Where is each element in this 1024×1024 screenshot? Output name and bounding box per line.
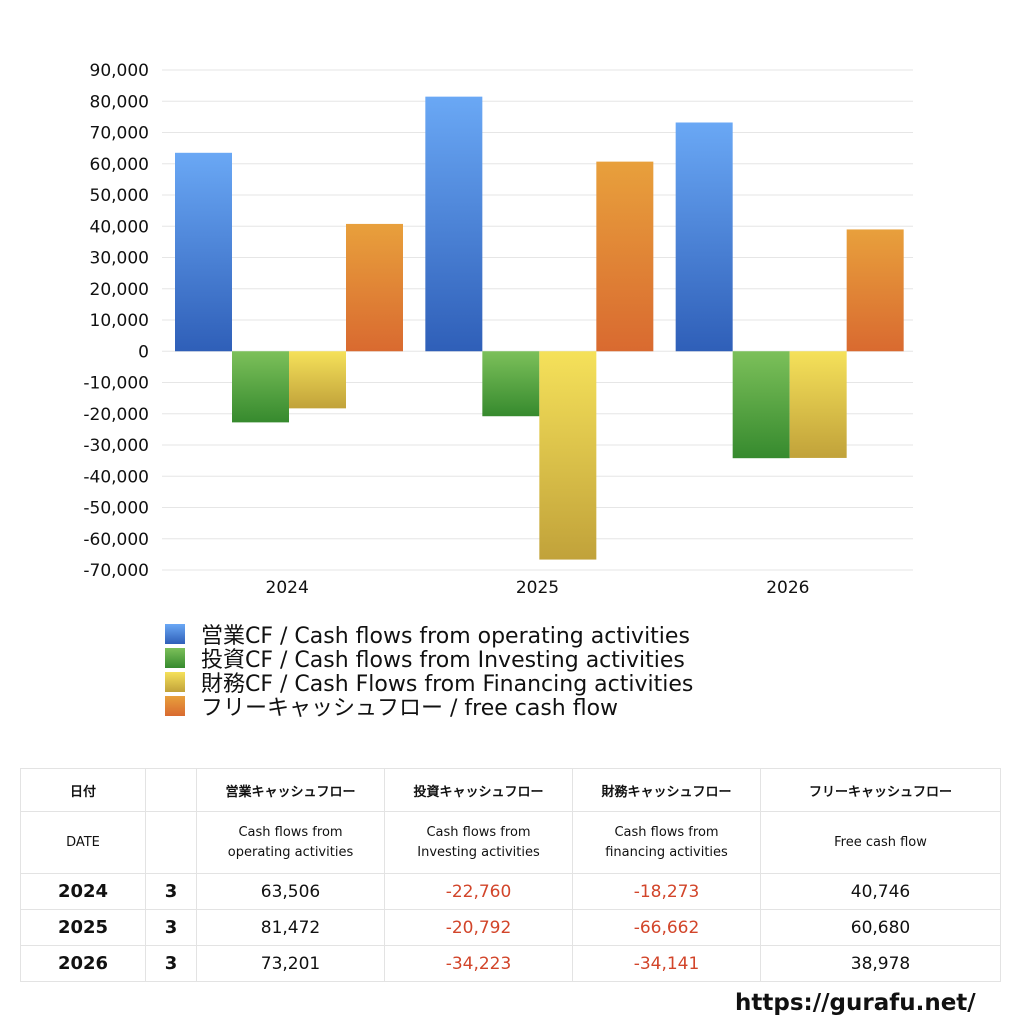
header-cell: Cash flows from Investing activities [384, 811, 573, 874]
y-tick-label: 60,000 [90, 155, 149, 175]
legend-label: フリーキャッシュフロー / free cash flow [201, 696, 619, 721]
table-cell: 3 [145, 945, 197, 982]
legend-swatch [165, 648, 185, 668]
header-cell: Cash flows from financing activities [572, 811, 761, 874]
table-cell: -18,273 [572, 873, 761, 910]
table-cell: 2026 [20, 945, 146, 982]
header-cell: DATE [20, 811, 146, 874]
table-row: 2024 3 63,506 -22,760 -18,273 40,746 [20, 873, 1001, 910]
header-cell: Free cash flow [760, 811, 1001, 874]
cash-flow-table: 日付 営業キャッシュフロー 投資キャッシュフロー 財務キャッシュフロー フリーキャッシュ… [20, 768, 1001, 982]
y-tick-label: 50,000 [90, 186, 149, 206]
legend: 営業CF / Cash flows from operating activit… [165, 622, 693, 721]
legend-item: 営業CF / Cash flows from operating activit… [165, 622, 693, 649]
bar-2026-series-1 [732, 351, 790, 459]
table-cell: 40,746 [760, 873, 1001, 910]
x-tick-label: 2024 [266, 578, 309, 598]
table-cell: 2024 [20, 873, 146, 910]
table-cell: -34,141 [572, 945, 761, 982]
table-cell: 60,680 [760, 909, 1001, 946]
y-tick-label: -20,000 [83, 405, 149, 425]
bar-2025-series-3 [596, 161, 654, 352]
table-row: 2026 3 73,201 -34,223 -34,141 38,978 [20, 945, 1001, 982]
y-tick-label: 20,000 [90, 280, 149, 300]
x-axis-ticks: 2024 2025 2026 [266, 578, 810, 598]
table-cell: -20,792 [384, 909, 573, 946]
bar-2024-series-1 [232, 351, 289, 423]
y-tick-label: -60,000 [83, 530, 149, 550]
bar-2025-series-2 [539, 351, 597, 560]
y-tick-label: 90,000 [90, 61, 149, 81]
legend-item: フリーキャッシュフロー / free cash flow [165, 694, 693, 721]
table-cell: 63,506 [196, 873, 385, 910]
header-cell: Cash flows from operating activities [196, 811, 385, 874]
bar-2026-series-2 [789, 351, 847, 458]
y-tick-label: 80,000 [90, 92, 149, 112]
table-cell: -66,662 [572, 909, 761, 946]
bar-2026-series-0 [675, 122, 733, 352]
gridlines [162, 69, 913, 571]
table-cell: -22,760 [384, 873, 573, 910]
bar-2025-series-0 [425, 96, 483, 352]
header-cell [145, 768, 197, 812]
table-cell: 81,472 [196, 909, 385, 946]
legend-swatch [165, 696, 185, 716]
header-cell: 財務キャッシュフロー [572, 768, 761, 812]
y-tick-label: 10,000 [90, 311, 149, 331]
bars [175, 96, 904, 560]
header-cell: 営業キャッシュフロー [196, 768, 385, 812]
x-tick-label: 2026 [766, 578, 809, 598]
site-url[interactable]: https://gurafu.net/ [735, 990, 976, 1016]
header-cell: 日付 [20, 768, 146, 812]
table-cell: -34,223 [384, 945, 573, 982]
y-axis-ticks: 90,000 80,000 70,000 60,000 50,000 40,000 30,0… [83, 61, 149, 581]
table-cell: 38,978 [760, 945, 1001, 982]
table-cell: 2025 [20, 909, 146, 946]
legend-label: 営業CF / Cash flows from operating activit… [201, 624, 690, 649]
bar-2024-series-0 [175, 152, 232, 352]
bar-2024-series-3 [346, 223, 403, 352]
y-tick-label: -30,000 [83, 436, 149, 456]
y-tick-label: 70,000 [90, 124, 149, 144]
table-cell: 3 [145, 909, 197, 946]
bar-2026-series-3 [846, 229, 904, 352]
y-tick-label: -70,000 [83, 561, 149, 581]
cash-flow-bar-chart: 90,000 80,000 70,000 60,000 50,000 40,000 30,0… [83, 61, 913, 598]
table-cell: 3 [145, 873, 197, 910]
y-tick-label: 40,000 [90, 217, 149, 237]
table-header-en: DATE Cash flows from operating activities C… [20, 811, 1001, 874]
table-row: 2025 3 81,472 -20,792 -66,662 60,680 [20, 909, 1001, 946]
header-cell [145, 811, 197, 874]
y-tick-label: 0 [138, 342, 149, 362]
y-tick-label: -40,000 [83, 467, 149, 487]
legend-swatch [165, 672, 185, 692]
y-tick-label: -10,000 [83, 374, 149, 394]
header-cell: 投資キャッシュフロー [384, 768, 573, 812]
x-tick-label: 2025 [516, 578, 559, 598]
legend-label: 投資CF / Cash flows from Investing activit… [201, 648, 685, 673]
legend-label: 財務CF / Cash Flows from Financing activit… [201, 672, 694, 697]
bar-2025-series-1 [482, 351, 540, 417]
table-header-jp: 日付 営業キャッシュフロー 投資キャッシュフロー 財務キャッシュフロー フリーキャッシュ… [20, 768, 1001, 812]
legend-item: 財務CF / Cash Flows from Financing activit… [165, 670, 693, 697]
y-tick-label: -50,000 [83, 499, 149, 519]
bar-2024-series-2 [289, 351, 346, 409]
legend-swatch [165, 624, 185, 644]
legend-item: 投資CF / Cash flows from Investing activit… [165, 646, 693, 673]
table-cell: 73,201 [196, 945, 385, 982]
y-tick-label: 30,000 [90, 249, 149, 269]
header-cell: フリーキャッシュフロー [760, 768, 1001, 812]
